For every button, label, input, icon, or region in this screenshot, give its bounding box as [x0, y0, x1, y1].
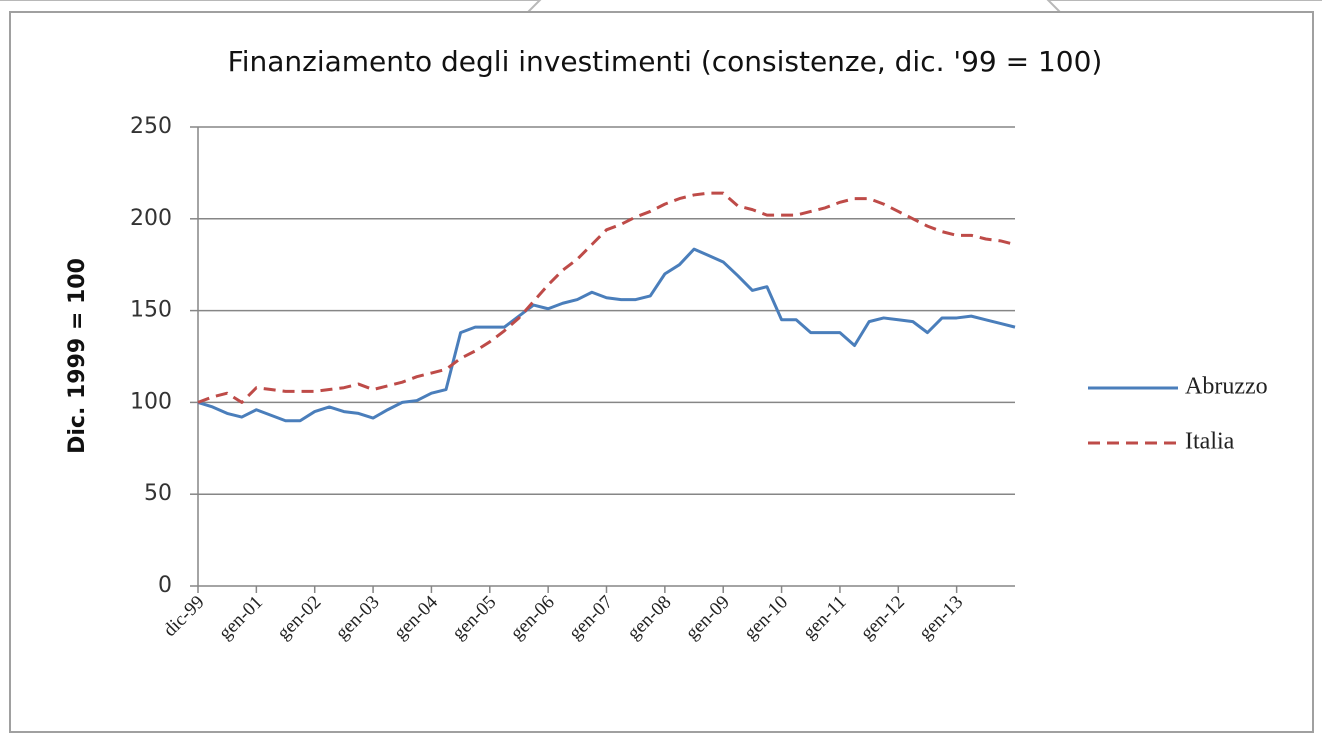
y-tick-label: 250 [130, 114, 172, 139]
y-tick-label: 150 [130, 298, 172, 323]
y-tick-label: 50 [144, 481, 172, 506]
y-tick-label: 0 [158, 573, 172, 598]
y-tick-label: 100 [130, 389, 172, 414]
y-axis-title: Dic. 1999 = 100 [65, 258, 90, 454]
legend-label: Italia [1185, 429, 1235, 455]
chart-title: Finanziamento degli investimenti (consis… [228, 45, 1103, 78]
y-tick-label: 200 [130, 206, 172, 231]
series-line [197, 247, 1016, 423]
chart-frame [9, 11, 1314, 733]
legend-label: Abruzzo [1185, 374, 1268, 400]
series-line [197, 191, 1016, 404]
